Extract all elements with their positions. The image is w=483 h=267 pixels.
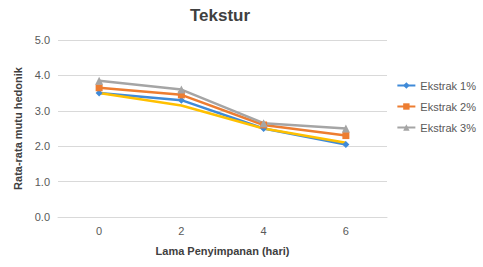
svg-text:1.0: 1.0: [35, 176, 50, 188]
svg-text:6: 6: [343, 225, 349, 237]
svg-text:2.0: 2.0: [35, 140, 50, 152]
svg-text:Lama Penyimpanan (hari): Lama Penyimpanan (hari): [156, 245, 290, 257]
svg-text:0.0: 0.0: [35, 211, 50, 223]
svg-text:Ekstrak 2%: Ekstrak 2%: [420, 101, 476, 113]
svg-text:5.0: 5.0: [35, 34, 50, 46]
svg-text:3.0: 3.0: [35, 105, 50, 117]
svg-text:2: 2: [178, 225, 184, 237]
svg-text:Rata-rata mutu hedonik: Rata-rata mutu hedonik: [12, 66, 24, 190]
svg-text:4.0: 4.0: [35, 69, 50, 81]
svg-text:Ekstrak 3%: Ekstrak 3%: [420, 122, 476, 134]
svg-text:Ekstrak 1%: Ekstrak 1%: [420, 80, 476, 92]
svg-text:0: 0: [96, 225, 102, 237]
svg-text:4: 4: [261, 225, 267, 237]
svg-text:Tekstur: Tekstur: [190, 6, 251, 25]
